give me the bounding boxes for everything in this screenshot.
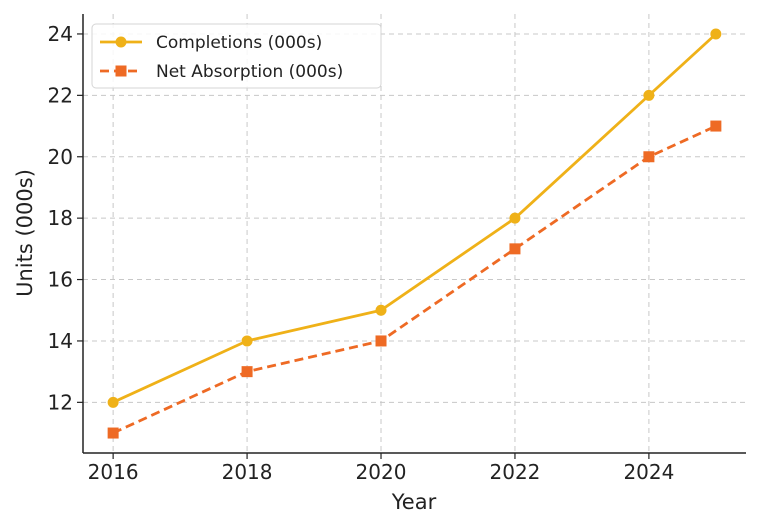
data-point-completions-000s-2018 bbox=[241, 335, 253, 347]
y-tick-label-16: 16 bbox=[48, 268, 73, 292]
data-point-completions-000s-2016 bbox=[107, 396, 119, 408]
x-tick-label-2024: 2024 bbox=[623, 460, 674, 484]
legend-marker-net-absorption-000s bbox=[115, 65, 127, 77]
data-point-net-absorption-000s-2020 bbox=[375, 335, 387, 347]
data-point-completions-000s-2020 bbox=[375, 304, 387, 316]
y-tick-label-22: 22 bbox=[48, 83, 73, 107]
legend-label-completions-000s: Completions (000s) bbox=[156, 33, 322, 53]
data-point-net-absorption-000s-2018 bbox=[241, 366, 253, 378]
legend-box bbox=[91, 23, 382, 89]
data-point-completions-000s-2022 bbox=[509, 212, 521, 224]
y-tick-label-24: 24 bbox=[48, 22, 73, 46]
x-axis-ticks: 2016 2018 2020 2022 2024 bbox=[88, 453, 674, 484]
data-point-completions-000s-2025 bbox=[710, 28, 722, 40]
data-point-net-absorption-000s-2024 bbox=[643, 151, 655, 163]
legend-marker-completions-000s bbox=[115, 36, 127, 48]
y-tick-label-12: 12 bbox=[48, 390, 73, 414]
x-tick-label-2020: 2020 bbox=[356, 460, 407, 484]
series-line-completions-000s bbox=[111, 32, 718, 404]
series-group bbox=[107, 28, 722, 439]
data-point-net-absorption-000s-2016 bbox=[107, 427, 119, 439]
y-axis-title: Units (000s) bbox=[13, 169, 37, 297]
legend: Completions (000s) Net Absorption (000s) bbox=[91, 23, 382, 89]
series-line-net-absorption-000s bbox=[112, 124, 717, 435]
data-point-completions-000s-2024 bbox=[643, 89, 655, 101]
data-point-net-absorption-000s-2025 bbox=[710, 120, 722, 132]
y-tick-label-20: 20 bbox=[48, 145, 73, 169]
y-tick-label-18: 18 bbox=[48, 206, 73, 230]
y-tick-label-14: 14 bbox=[48, 329, 73, 353]
grid bbox=[83, 14, 746, 453]
x-axis-title: Year bbox=[391, 490, 437, 514]
legend-label-net-absorption-000s: Net Absorption (000s) bbox=[156, 62, 343, 82]
x-tick-label-2022: 2022 bbox=[490, 460, 541, 484]
x-tick-label-2016: 2016 bbox=[88, 460, 139, 484]
axes bbox=[82, 14, 746, 454]
y-axis-ticks: 12 14 16 18 20 22 24 bbox=[48, 22, 83, 414]
data-point-net-absorption-000s-2022 bbox=[509, 243, 521, 255]
x-tick-label-2018: 2018 bbox=[222, 460, 273, 484]
